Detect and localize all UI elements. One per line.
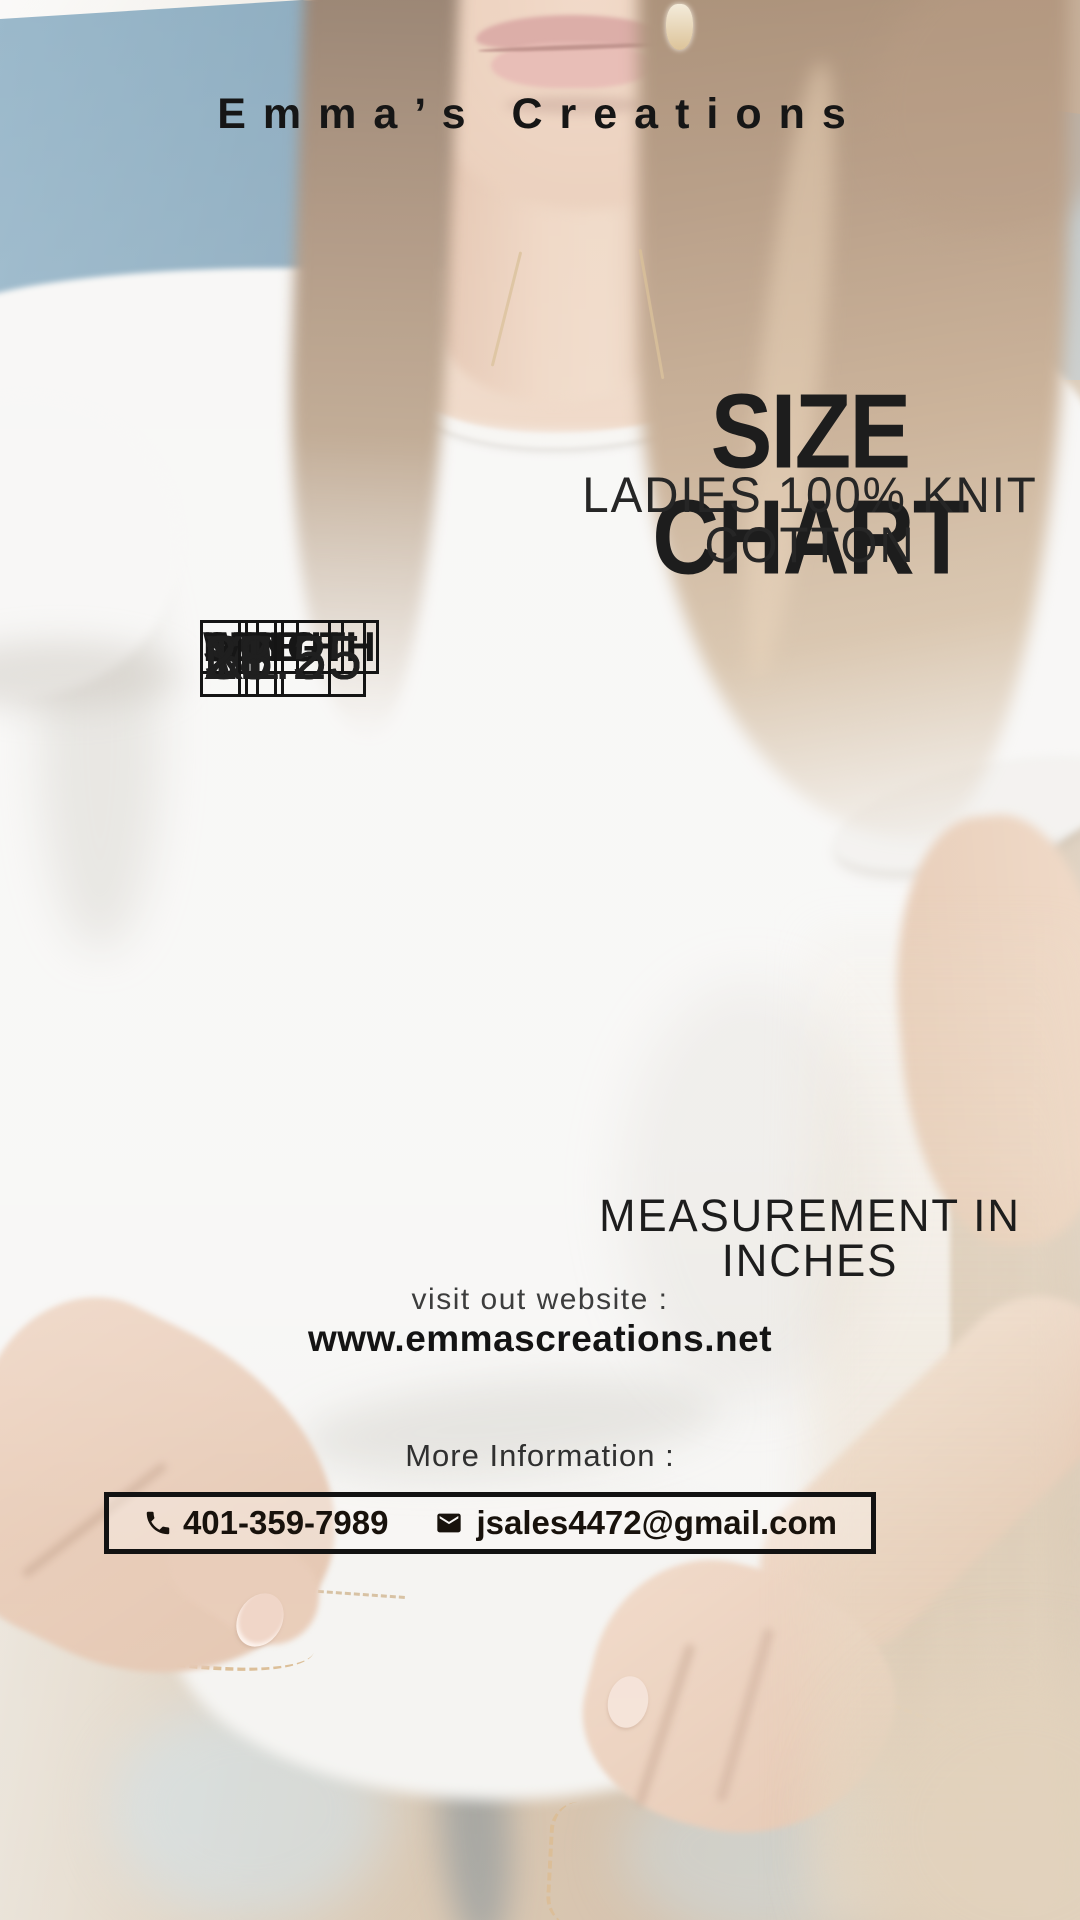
brand-title: Emma’s Creations	[217, 90, 863, 138]
website-url: www.emmascreations.net	[307, 1318, 773, 1359]
chin-shadow	[505, 96, 645, 114]
contact-spacer	[402, 1523, 418, 1524]
phone-contact: 401-359-7989	[143, 1504, 389, 1542]
email-address: jsales4472@gmail.com	[476, 1504, 838, 1541]
envelope-icon	[437, 1513, 462, 1533]
page-title: SIZE CHART	[652, 371, 969, 597]
length-cell: 28.5	[200, 620, 331, 697]
more-info-heading: More Information :	[405, 1438, 675, 1473]
page-subtitle: LADIES 100% KNIT COTTON	[582, 467, 1038, 573]
measurement-note: MEASUREMENT IN INCHES	[599, 1190, 1021, 1286]
earring	[666, 4, 693, 50]
size-table: SIZE WIDTH LENGTH S 17.25 25.5 M 19.25 2…	[200, 620, 880, 1192]
phone-number: 401-359-7989	[182, 1504, 389, 1541]
contact-box: 401-359-7989 jsales4472@gmail.com	[104, 1492, 876, 1554]
website-label: visit out website :	[411, 1283, 669, 1316]
phone-icon	[146, 1511, 170, 1535]
email-contact: jsales4472@gmail.com	[432, 1504, 837, 1542]
